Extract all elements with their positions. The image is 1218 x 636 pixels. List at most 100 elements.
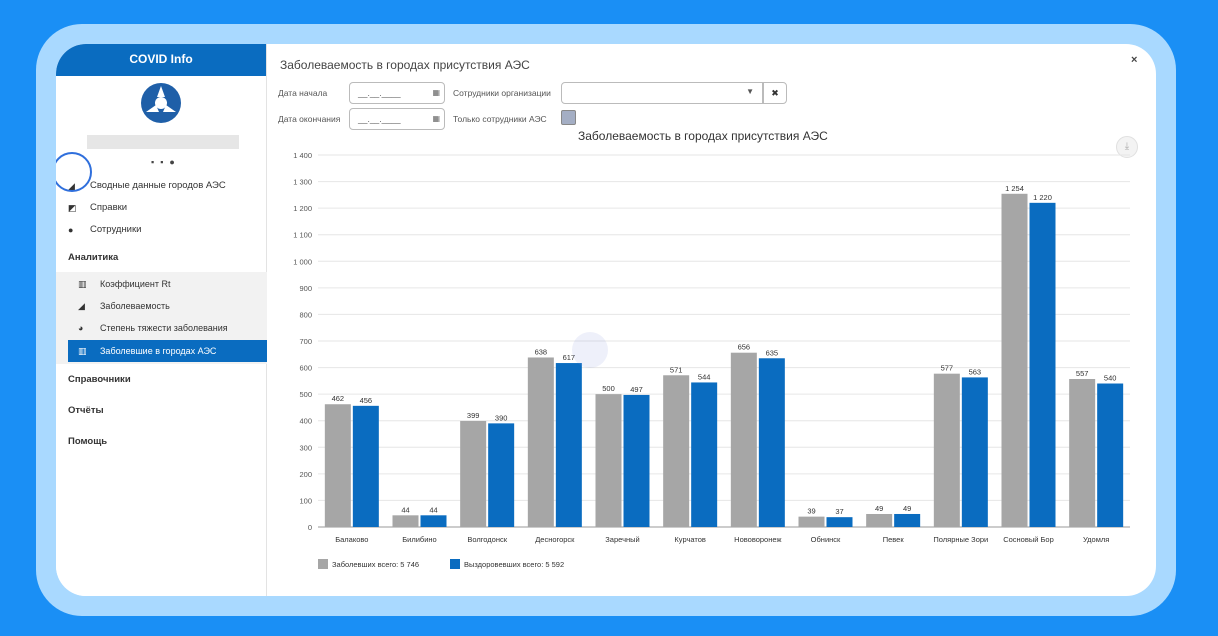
y-tick-label: 1 000	[293, 257, 312, 266]
bar-sick[interactable]	[798, 516, 825, 527]
data-label: 390	[495, 413, 508, 422]
data-label: 577	[941, 364, 954, 373]
x-tick-label: Десногорск	[535, 535, 575, 544]
only-npp-checkbox[interactable]	[561, 110, 576, 125]
grid-icon[interactable]: ▪▪	[151, 157, 170, 167]
bar-sick[interactable]	[663, 375, 690, 527]
bar-recovered[interactable]	[691, 382, 718, 527]
bar-recovered[interactable]	[758, 358, 785, 527]
app-window: COVID Info ▪▪● ◢ Сводные данные городов …	[56, 44, 1156, 596]
sidebar-section-reports[interactable]: Отчёты	[68, 405, 104, 416]
calendar-icon[interactable]: ▦	[432, 114, 440, 123]
data-label: 44	[401, 505, 409, 514]
bar-sick[interactable]	[595, 394, 622, 527]
bar-recovered[interactable]	[352, 405, 379, 527]
sidebar-item-label: Коэффициент Rt	[100, 279, 171, 289]
data-label: 563	[969, 367, 982, 376]
bar-sick[interactable]	[392, 515, 419, 527]
bar-sick[interactable]	[933, 373, 960, 527]
clear-org-button[interactable]: ✖	[763, 82, 787, 104]
close-icon[interactable]: ×	[1131, 54, 1138, 66]
download-icon[interactable]: ⤓	[1116, 136, 1138, 158]
calendar-icon[interactable]: ▦	[432, 88, 440, 97]
x-tick-label: Волгодонск	[467, 535, 507, 544]
profile-icon[interactable]: ●	[169, 157, 181, 167]
y-tick-label: 1 200	[293, 204, 312, 213]
data-label: 462	[332, 394, 345, 403]
bar-recovered[interactable]	[488, 423, 515, 527]
sidebar-item-rt[interactable]: ▥ Коэффициент Rt	[68, 273, 267, 295]
y-tick-label: 1 400	[293, 151, 312, 160]
user-icon: ●	[68, 225, 74, 235]
bar-chart-icon: ▥	[78, 346, 87, 356]
area-chart-icon: ◢	[78, 301, 85, 311]
legend-swatch-recovered[interactable]	[450, 559, 460, 569]
start-date-value: __.__.____	[358, 88, 401, 98]
bar-sick[interactable]	[527, 357, 554, 527]
sidebar-item-label: Заболеваемость	[100, 301, 170, 311]
sidebar-section-analytics[interactable]: Аналитика	[68, 252, 119, 263]
data-label: 544	[698, 372, 711, 381]
data-label: 1 220	[1033, 193, 1052, 202]
rosatom-logo	[141, 83, 181, 123]
y-tick-label: 300	[299, 443, 312, 452]
org-label: Сотрудники организации	[453, 88, 551, 98]
bar-recovered[interactable]	[961, 377, 988, 527]
start-date-label: Дата начала	[278, 88, 328, 98]
bar-recovered[interactable]	[420, 515, 447, 527]
bar-sick[interactable]	[1001, 193, 1028, 527]
y-tick-label: 1 300	[293, 178, 312, 187]
data-label: 1 254	[1005, 184, 1024, 193]
chart-title: Заболеваемость в городах присутствия АЭС	[578, 129, 828, 143]
bar-sick[interactable]	[1069, 378, 1096, 527]
data-label: 497	[630, 385, 643, 394]
bar-recovered[interactable]	[1029, 202, 1056, 528]
x-tick-label: Балаково	[335, 535, 368, 544]
bar-chart-icon: ▥	[78, 279, 87, 289]
legend-swatch-sick[interactable]	[318, 559, 328, 569]
sidebar-item-morbidity[interactable]: ◢ Заболеваемость	[68, 295, 267, 317]
sidebar-item-employees[interactable]: ● Сотрудники	[56, 219, 267, 241]
sidebar-section-help[interactable]: Помощь	[68, 436, 108, 447]
bar-sick[interactable]	[730, 352, 757, 527]
data-label: 399	[467, 411, 480, 420]
bar-chart: 0 100 200 300 400 500 600 700 800 900 1 000 1 100 1 …	[293, 151, 1130, 569]
end-date-input[interactable]: __.__.____ ▦	[349, 108, 445, 130]
sidebar-item-label: Сводные данные городов АЭС	[90, 180, 226, 191]
main-content: Заболеваемость в городах присутствия АЭС…	[268, 44, 1156, 596]
bar-recovered[interactable]	[623, 394, 650, 527]
sidebar-section-references[interactable]: Справочники	[68, 374, 131, 385]
click-indicator	[572, 332, 608, 368]
bar-sick[interactable]	[460, 420, 487, 527]
edit-icon: ◩	[68, 203, 77, 213]
x-tick-label: Нововоронеж	[734, 535, 781, 544]
data-label: 656	[738, 343, 751, 352]
start-date-input[interactable]: __.__.____ ▦	[349, 82, 445, 104]
data-label: 39	[807, 507, 815, 516]
data-label: 635	[766, 348, 779, 357]
data-label: 500	[602, 384, 615, 393]
legend-label[interactable]: Выздоровевших всего: 5 592	[464, 560, 564, 569]
bar-recovered[interactable]	[826, 517, 853, 527]
bar-sick[interactable]	[866, 513, 893, 527]
sidebar-item-severity[interactable]: ◕ Степень тяжести заболевания	[68, 317, 267, 339]
org-select[interactable]: ▼	[561, 82, 763, 104]
bar-recovered[interactable]	[894, 513, 921, 527]
bar-recovered[interactable]	[1097, 383, 1124, 527]
bar-recovered[interactable]	[555, 363, 582, 527]
legend-label[interactable]: Заболевших всего: 5 746	[332, 560, 419, 569]
y-tick-label: 500	[299, 390, 312, 399]
data-label: 557	[1076, 369, 1089, 378]
sidebar-item-certificates[interactable]: ◩ Справки	[56, 197, 267, 219]
sidebar-item-cities[interactable]: ▥ Заболевшие в городах АЭС	[68, 340, 267, 362]
app-title: COVID Info	[56, 44, 266, 76]
bar-sick[interactable]	[324, 404, 351, 527]
cursor-highlight	[56, 152, 92, 192]
data-label: 617	[563, 353, 576, 362]
x-tick-label: Билибино	[402, 535, 436, 544]
pie-chart-icon: ◕	[78, 323, 84, 333]
y-tick-label: 800	[299, 310, 312, 319]
only-npp-label: Только сотрудники АЭС	[453, 114, 547, 124]
sidebar: COVID Info ▪▪● ◢ Сводные данные городов …	[56, 44, 267, 596]
y-tick-label: 600	[299, 364, 312, 373]
